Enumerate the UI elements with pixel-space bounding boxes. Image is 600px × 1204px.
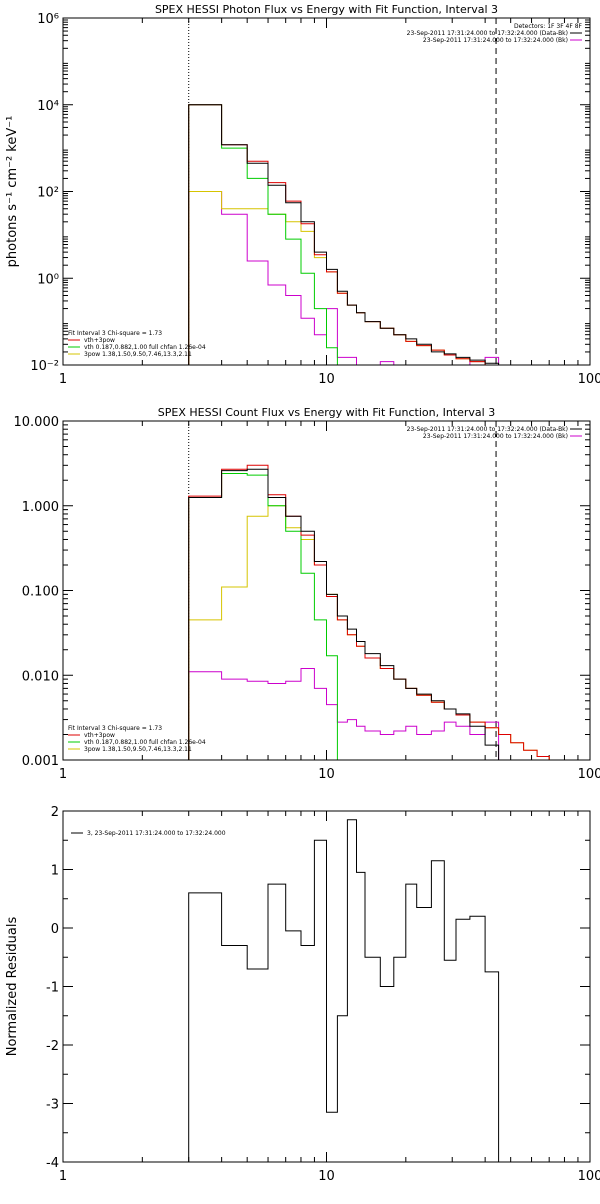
fit-legend-label: vth+3pow xyxy=(84,337,115,344)
fit-legend-label: vth 0.187,0.882,1.00 full chfan 1.26e-04 xyxy=(84,344,206,351)
y-tick-label: -1 xyxy=(46,981,59,996)
x-tick-label: 100 xyxy=(578,1169,600,1184)
legend-entry-label: 23-Sep-2011 17:31:24.000 to 17:32:24.000… xyxy=(407,30,568,37)
chart-title: SPEX HESSI Count Flux vs Energy with Fit… xyxy=(158,406,495,419)
x-tick-label: 1 xyxy=(59,372,67,387)
fit-legend-label: 3pow 1.38,1.50,9.50,7.46,13.3,2.11 xyxy=(84,351,192,358)
x-tick-label: 1 xyxy=(59,1169,67,1184)
y-tick-label: 1 xyxy=(51,864,59,879)
y-tick-label: -4 xyxy=(46,1156,59,1171)
chart-title: SPEX HESSI Photon Flux vs Energy with Fi… xyxy=(155,3,498,16)
y-tick-label: 10⁶ xyxy=(37,12,59,27)
legend-entry-label: 3, 23-Sep-2011 17:31:24.000 to 17:32:24.… xyxy=(87,830,226,837)
y-axis-label: photons s⁻¹ cm⁻² keV⁻¹ xyxy=(5,116,20,268)
fit-legend-title: Fit Interval 3 Chi-square = 1.73 xyxy=(68,330,162,337)
y-axis-label: Normalized Residuals xyxy=(5,917,20,1057)
y-tick-label: 2 xyxy=(51,805,59,820)
fit-legend-label: vth+3pow xyxy=(84,732,115,739)
y-tick-label: -2 xyxy=(46,1039,59,1054)
fit-legend-label: vth 0.187,0.882,1.00 full chfan 1.26e-04 xyxy=(84,739,206,746)
y-tick-label: 10.000 xyxy=(14,415,60,430)
y-tick-label: 1.000 xyxy=(22,500,59,515)
x-tick-label: 100 xyxy=(578,372,600,387)
x-tick-label: 10 xyxy=(318,767,335,782)
y-tick-label: 10² xyxy=(37,186,59,201)
legend-entry-label: 23-Sep-2011 17:31:24.000 to 17:32:24.000… xyxy=(407,426,568,433)
y-tick-label: 10⁻² xyxy=(30,359,59,374)
y-tick-label: 0.010 xyxy=(22,669,59,684)
y-tick-label: 10⁰ xyxy=(37,272,59,287)
fit-legend-label: 3pow 1.38,1.50,9.50,7.46,13.3,2.11 xyxy=(84,746,192,753)
x-tick-label: 1 xyxy=(59,767,67,782)
x-tick-label: 10 xyxy=(318,372,335,387)
y-tick-label: -3 xyxy=(46,1098,59,1113)
y-tick-label: 10⁴ xyxy=(37,99,59,114)
y-tick-label: 0.001 xyxy=(22,754,59,769)
y-tick-label: 0 xyxy=(51,922,59,937)
legend-entry-label: 23-Sep-2011 17:31:24.000 to 17:32:24.000… xyxy=(423,37,568,44)
legend-entry-label: 23-Sep-2011 17:31:24.000 to 17:32:24.000… xyxy=(423,433,568,440)
fit-legend-title: Fit Interval 3 Chi-square = 1.73 xyxy=(68,725,162,732)
x-tick-label: 10 xyxy=(318,1169,335,1184)
y-tick-label: 0.100 xyxy=(22,585,59,600)
x-tick-label: 100 xyxy=(578,767,600,782)
legend-title: Detectors: 1F 3F 4F 8F xyxy=(514,23,583,30)
